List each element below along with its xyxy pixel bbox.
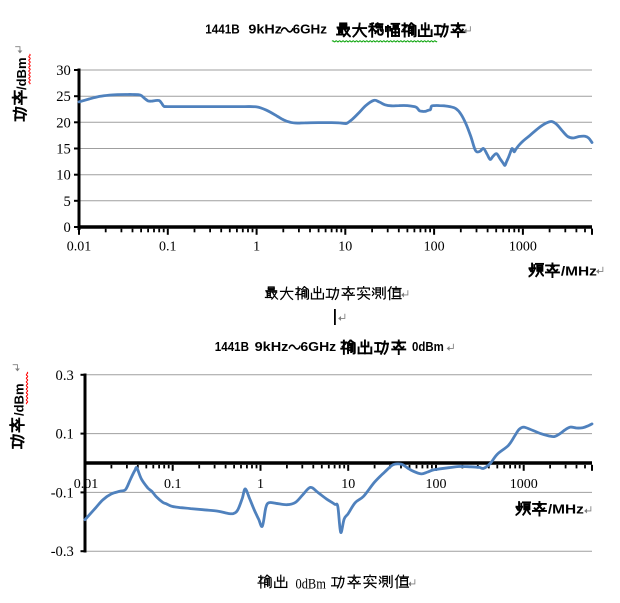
svg-text:10: 10	[338, 240, 352, 255]
svg-text:1000: 1000	[510, 477, 538, 492]
svg-text:0.3: 0.3	[56, 368, 74, 384]
svg-text:0.1: 0.1	[159, 240, 177, 255]
svg-text:/dBm: /dBm	[12, 384, 27, 417]
svg-text:100: 100	[426, 477, 447, 492]
svg-text:1: 1	[253, 240, 260, 255]
svg-text:5: 5	[64, 194, 71, 210]
svg-text:9kHz: 9kHz	[255, 340, 289, 354]
svg-text:/MHz: /MHz	[561, 265, 597, 279]
svg-text:0: 0	[64, 220, 71, 236]
svg-text:1000: 1000	[509, 240, 537, 255]
svg-text:0.1: 0.1	[56, 427, 74, 443]
svg-text:6GHz: 6GHz	[300, 340, 336, 354]
svg-text:20: 20	[56, 115, 71, 131]
svg-text:1441B: 1441B	[215, 340, 249, 354]
svg-text:15: 15	[56, 142, 71, 158]
svg-text:100: 100	[424, 240, 445, 255]
svg-text:/dBm: /dBm	[14, 58, 29, 91]
svg-text:0dBm: 0dBm	[412, 340, 444, 354]
svg-text:6GHz: 6GHz	[293, 23, 327, 37]
svg-text:0.1: 0.1	[164, 477, 182, 492]
svg-text:30: 30	[56, 63, 71, 79]
svg-text:0.01: 0.01	[67, 240, 92, 255]
svg-text:-0.1: -0.1	[51, 485, 74, 501]
svg-text:25: 25	[56, 89, 71, 105]
svg-text:-0.3: -0.3	[51, 544, 74, 560]
svg-text:0.01: 0.01	[74, 477, 99, 492]
svg-text:9kHz: 9kHz	[248, 23, 282, 37]
svg-text:0dBm: 0dBm	[296, 576, 327, 592]
svg-text:1: 1	[257, 477, 264, 492]
svg-text:10: 10	[341, 477, 355, 492]
svg-text:10: 10	[56, 168, 71, 184]
svg-text:1441B: 1441B	[205, 23, 240, 37]
svg-text:/MHz: /MHz	[548, 503, 584, 517]
